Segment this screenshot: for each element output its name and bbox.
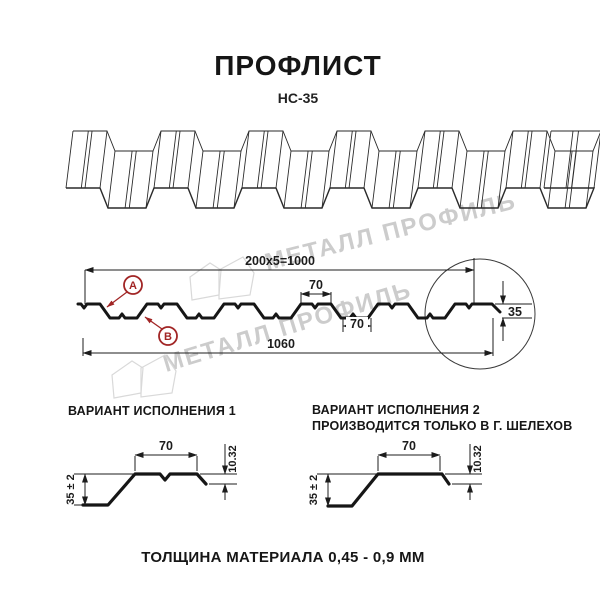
thickness-note: ТОЛЩИНА МАТЕРИАЛА 0,45 - 0,9 ММ: [141, 549, 425, 566]
callout-a-label: А: [129, 280, 137, 292]
v2-dim-height: 35 ± 2: [308, 475, 320, 506]
profile-code: НС-35: [277, 90, 319, 106]
sheet-3d-drawing: [65, 130, 600, 209]
callout-b-circle: [158, 326, 178, 346]
v1-dim-edge: 10.32: [227, 445, 239, 473]
variant2-subtitle: ПРОИЗВОДИТСЯ ТОЛЬКО В Г. ШЕЛЕХОВ: [312, 419, 573, 433]
variant2-drawing: 70 10.32 35 ± 2: [308, 439, 484, 508]
page-title: ПРОФЛИСТ: [214, 50, 382, 81]
dim-overall-width: 1060: [267, 337, 295, 351]
dim-total-top: 200x5=1000: [245, 254, 315, 268]
dim-rib-bottom: 70: [350, 317, 364, 331]
v2-dim-top-flange: 70: [402, 439, 416, 453]
callout-b-label: В: [164, 331, 172, 343]
variant1-title: ВАРИАНТ ИСПОЛНЕНИЯ 1: [68, 404, 236, 418]
callout-a-circle: [123, 275, 143, 295]
v2-profile-outline: [326, 472, 451, 508]
cross-section-drawing: 200x5=1000 70 70 1060 35 А В: [76, 254, 536, 370]
watermark-logo-icon: [111, 354, 177, 399]
v1-dim-top-flange: 70: [159, 439, 173, 453]
watermark-logo-icon: [189, 256, 255, 301]
dim-rib-top: 70: [309, 278, 323, 292]
v2-dim-edge: 10.32: [472, 445, 484, 473]
detail-circle: [424, 258, 536, 370]
v1-profile-outline: [81, 472, 208, 507]
variant1-drawing: 70 10.32 35 ± 2: [65, 439, 239, 507]
v1-dim-height: 35 ± 2: [65, 474, 77, 505]
profile-outline: [76, 302, 502, 320]
dim-height: 35: [508, 305, 522, 319]
variant2-title: ВАРИАНТ ИСПОЛНЕНИЯ 2: [312, 403, 480, 417]
